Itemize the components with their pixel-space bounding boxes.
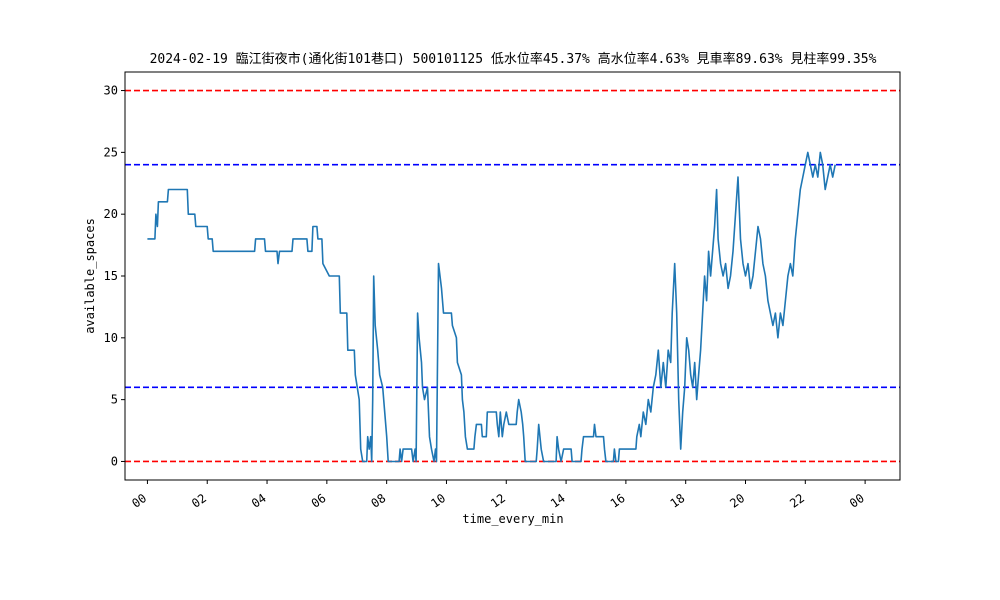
y-tick-label-5: 5: [111, 393, 118, 407]
x-tick-label-4: 08: [369, 491, 389, 511]
x-tick-label-9: 18: [668, 491, 688, 511]
x-tick-label-7: 14: [548, 491, 568, 511]
y-tick-label-25: 25: [104, 145, 118, 159]
y-tick-label-20: 20: [104, 207, 118, 221]
x-tick-label-5: 10: [428, 491, 448, 511]
x-tick-label-10: 20: [727, 491, 747, 511]
chart-title: 2024-02-19 臨江街夜市(通化街101巷口) 500101125 低水位…: [150, 51, 877, 67]
y-tick-label-30: 30: [104, 84, 118, 98]
x-tick-label-11: 22: [787, 491, 807, 511]
x-tick-label-1: 02: [189, 491, 209, 511]
x-tick-label-8: 16: [608, 491, 628, 511]
x-tick-label-2: 04: [249, 491, 269, 511]
y-tick-label-10: 10: [104, 331, 118, 345]
series-line-0: [147, 151, 836, 463]
x-tick-label-6: 12: [488, 491, 508, 511]
x-tick-label-3: 06: [309, 491, 329, 511]
y-axis-label: available_spaces: [83, 218, 97, 334]
x-axis-label: time_every_min: [462, 512, 563, 526]
y-tick-label-15: 15: [104, 269, 118, 283]
x-tick-label-0: 00: [129, 491, 149, 511]
y-tick-label-0: 0: [111, 454, 118, 468]
x-tick-label-12: 00: [847, 491, 867, 511]
plot-area: 0 5 10 15 20 25 30 00 02 04 06 08 10 12 14 16 18 20 22 00: [104, 71, 901, 511]
